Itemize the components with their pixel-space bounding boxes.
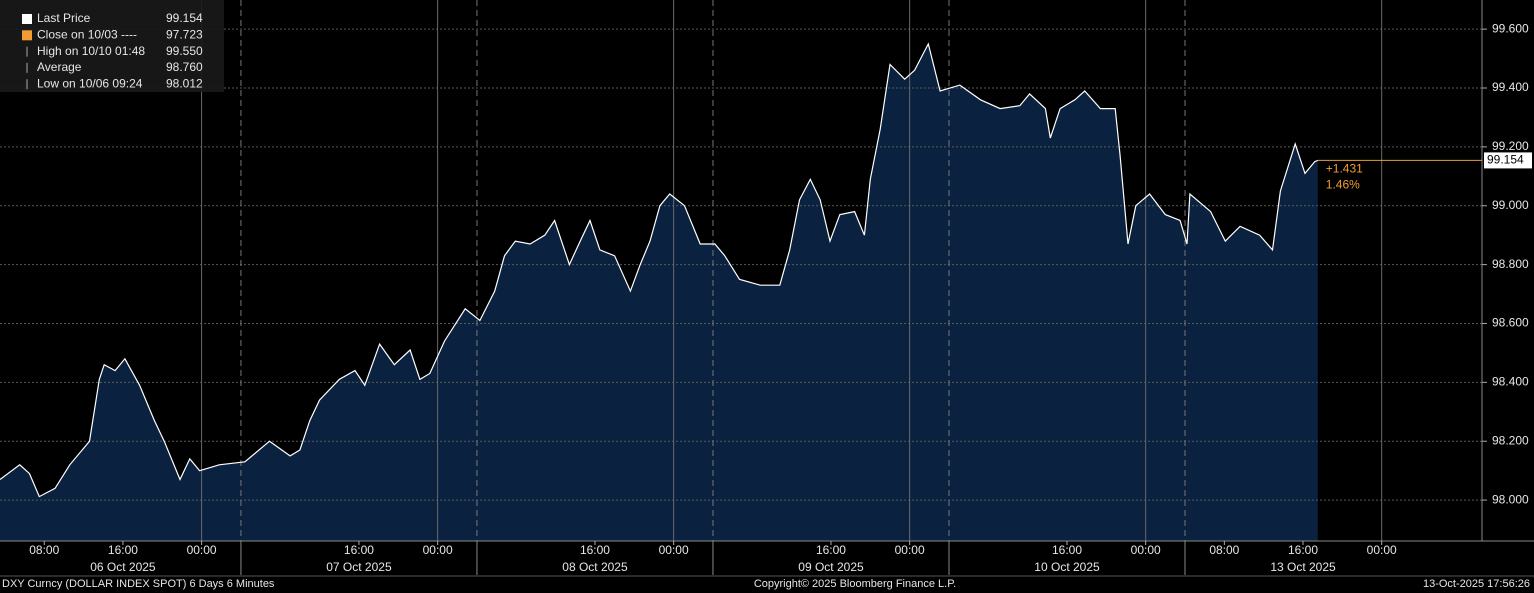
x-tick-label: 08:00 [29, 543, 59, 557]
legend-value: 99.550 [166, 44, 203, 58]
x-tick-label: 00:00 [423, 543, 453, 557]
x-tick-label: 16:00 [1288, 543, 1318, 557]
legend-value: 97.723 [166, 27, 203, 41]
y-tick-label: 99.400 [1492, 80, 1529, 94]
legend-label: High on 10/10 01:48 [37, 44, 145, 58]
date-label: 06 Oct 2025 [90, 560, 156, 574]
footer-source: DXY Curncy (DOLLAR INDEX SPOT) 6 Days 6 … [2, 578, 275, 590]
change-label: 1.46% [1326, 178, 1360, 192]
x-tick-label: 16:00 [1052, 543, 1082, 557]
legend-label: Low on 10/06 09:24 [37, 76, 143, 90]
legend-swatch [22, 14, 32, 24]
legend-swatch [22, 30, 32, 41]
change-label: +1.431 [1326, 162, 1363, 176]
x-tick-label: 16:00 [816, 543, 846, 557]
legend-value: 99.154 [166, 11, 203, 25]
x-tick-label: 16:00 [108, 543, 138, 557]
footer-timestamp: 13-Oct-2025 17:56:26 [1423, 578, 1530, 590]
legend-label: Close on 10/03 ---- [37, 27, 137, 41]
legend-label: Average [37, 60, 82, 74]
y-tick-label: 98.200 [1492, 433, 1529, 447]
date-label: 07 Oct 2025 [326, 560, 392, 574]
price-line [0, 42, 1319, 498]
x-tick-label: 00:00 [895, 543, 925, 557]
date-label: 08 Oct 2025 [562, 560, 628, 574]
x-tick-label: 00:00 [659, 543, 689, 557]
x-tick-label: 08:00 [1209, 543, 1239, 557]
y-tick-label: 98.600 [1492, 316, 1529, 330]
footer-copyright: Copyright© 2025 Bloomberg Finance L.P. [754, 578, 956, 590]
last-price-label: 99.154 [1487, 153, 1524, 167]
y-tick-label: 98.400 [1492, 375, 1529, 389]
y-tick-label: 99.200 [1492, 139, 1529, 153]
x-tick-label: 00:00 [187, 543, 217, 557]
y-tick-label: 98.800 [1492, 257, 1529, 271]
legend-value: 98.760 [166, 60, 203, 74]
date-label: 09 Oct 2025 [798, 560, 864, 574]
date-label: 10 Oct 2025 [1034, 560, 1100, 574]
date-label: 13 Oct 2025 [1270, 560, 1336, 574]
x-tick-label: 16:00 [580, 543, 610, 557]
x-tick-label: 00:00 [1131, 543, 1161, 557]
legend-value: 98.012 [166, 76, 203, 90]
x-tick-label: 16:00 [344, 543, 374, 557]
legend-box [0, 0, 224, 92]
y-tick-label: 99.600 [1492, 21, 1529, 35]
y-tick-label: 99.000 [1492, 198, 1529, 212]
last-price-tag [1484, 152, 1532, 169]
y-tick-label: 98.000 [1492, 492, 1529, 506]
area-fill [0, 43, 1318, 542]
legend-label: Last Price [37, 11, 91, 25]
x-tick-label: 00:00 [1367, 543, 1397, 557]
